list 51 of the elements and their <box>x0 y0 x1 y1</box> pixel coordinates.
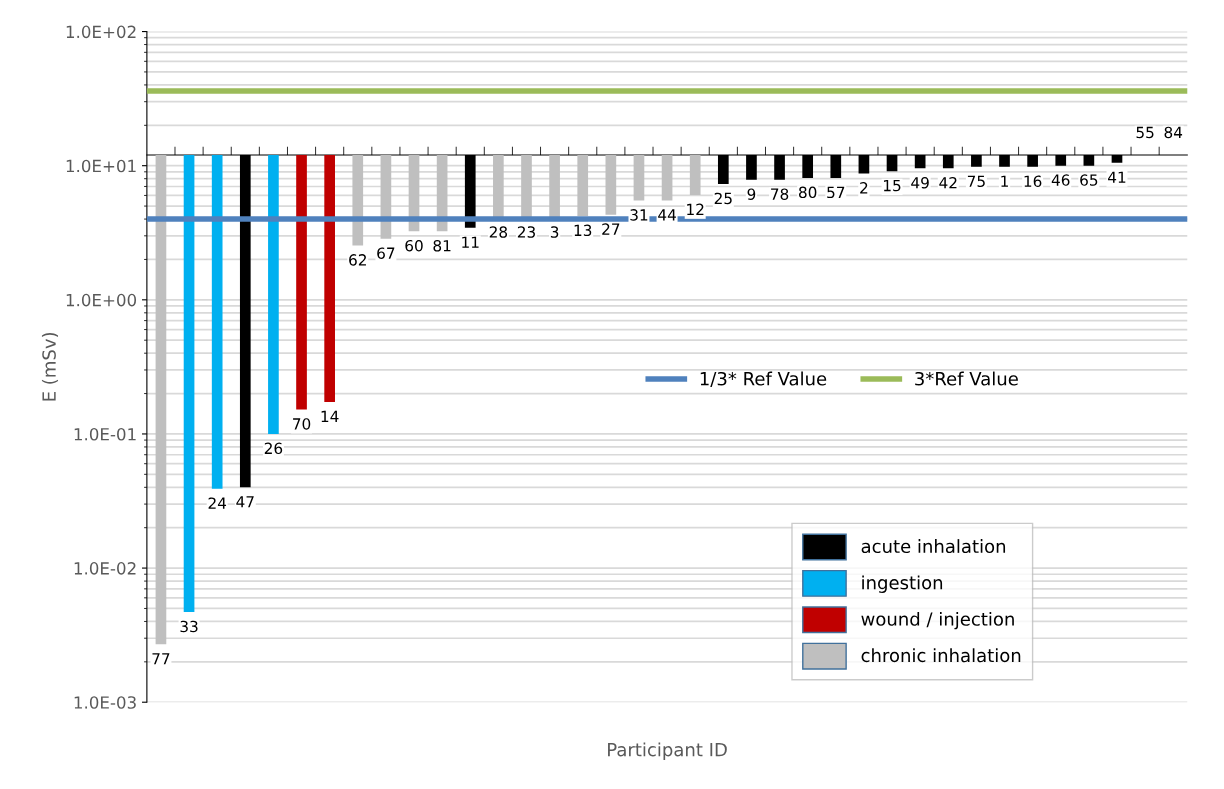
x-tick-label: 31 <box>630 209 648 221</box>
y-tick-label: 1.0E+00 <box>66 293 137 307</box>
x-tick-label: 84 <box>1164 126 1183 139</box>
x-tick-label: 33 <box>180 620 198 633</box>
x-tick-label: 27 <box>602 223 620 235</box>
x-tick-label: 44 <box>658 209 676 221</box>
x-tick-label: 49 <box>911 176 929 189</box>
x-tick-label: 2 <box>860 182 868 194</box>
x-tick-label: 46 <box>1051 174 1070 186</box>
x-tick-label: 65 <box>1080 174 1098 186</box>
legend-label: 1/3* Ref Value <box>700 371 827 387</box>
x-tick-label: 9 <box>747 188 756 200</box>
x-tick-label: 75 <box>967 175 985 188</box>
x-tick-label: 41 <box>1108 171 1126 183</box>
legend-label: wound / injection <box>861 611 1014 630</box>
y-tick-label: 1.0E+02 <box>66 25 136 39</box>
y-tick-label: 1.0E-02 <box>74 562 136 575</box>
x-tick-label: 47 <box>236 496 254 508</box>
x-tick-label: 60 <box>405 239 423 252</box>
x-tick-label: 55 <box>1136 126 1154 139</box>
x-tick-label: 12 <box>687 203 704 215</box>
x-tick-label: 16 <box>1024 175 1042 188</box>
legend-label: chronic inhalation <box>861 648 1021 663</box>
x-tick-label: 26 <box>264 442 283 455</box>
legend-label: 3*Ref Value <box>915 371 1018 386</box>
x-tick-label: 25 <box>714 192 732 205</box>
x-tick-label: 1 <box>1001 175 1008 187</box>
x-tick-label: 42 <box>939 176 957 189</box>
x-tick-label: 3 <box>550 226 559 238</box>
x-axis-title: Participant ID <box>608 742 727 760</box>
x-tick-label: 70 <box>293 418 311 430</box>
legend-label: acute inhalation <box>861 539 1006 554</box>
x-tick-label: 67 <box>377 247 395 259</box>
x-tick-label: 14 <box>321 410 339 422</box>
x-tick-label: 11 <box>462 236 479 248</box>
legend-label: ingestion <box>862 575 943 593</box>
x-tick-label: 24 <box>208 497 227 509</box>
x-tick-label: 78 <box>771 188 789 200</box>
y-tick-label: 1.0E-03 <box>74 696 136 709</box>
y-axis-title: E (mSv) <box>41 332 59 401</box>
x-tick-label: 23 <box>517 226 535 238</box>
x-tick-label: 28 <box>489 226 508 238</box>
x-tick-label: 57 <box>827 186 845 199</box>
x-tick-label: 15 <box>883 179 901 192</box>
x-tick-label: 62 <box>349 254 366 266</box>
x-tick-label: 81 <box>433 239 451 252</box>
y-tick-label: 1.0E-01 <box>74 427 136 441</box>
x-tick-label: 77 <box>152 653 170 665</box>
x-tick-label: 13 <box>574 224 592 237</box>
x-tick-label: 80 <box>798 186 817 199</box>
y-tick-label: 1.0E+01 <box>66 159 136 173</box>
